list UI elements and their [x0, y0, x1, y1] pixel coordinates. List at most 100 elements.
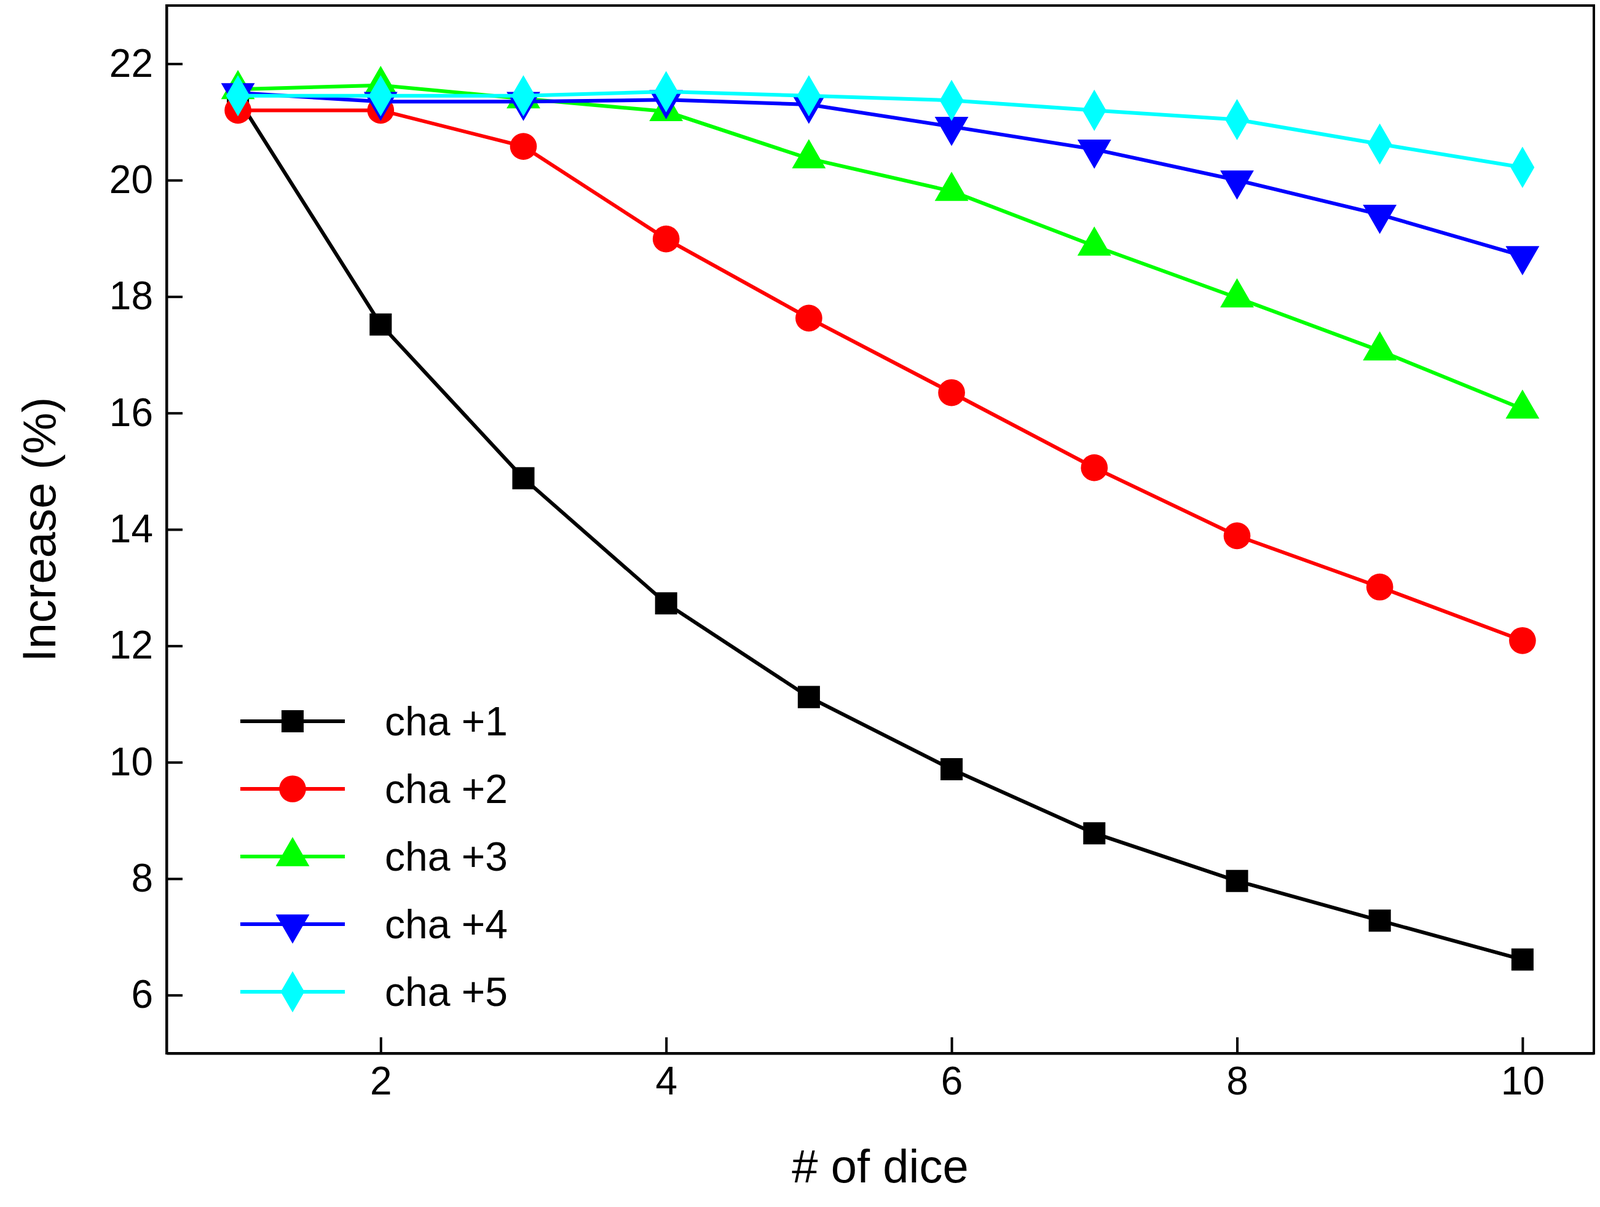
series-marker — [934, 116, 969, 146]
y-axis: 6810121416182022 — [109, 6, 183, 1054]
legend-marker — [275, 914, 310, 943]
y-tick-label: 6 — [130, 971, 154, 1017]
x-tick-line — [379, 1036, 383, 1053]
legend-label: cha +2 — [384, 765, 508, 812]
series-marker — [1077, 226, 1112, 256]
x-tick-line — [1521, 1036, 1524, 1053]
y-tick-label: 18 — [109, 273, 154, 318]
series-marker — [1225, 98, 1250, 141]
x-tick: 6 — [941, 1036, 964, 1103]
legend-item: cha +3 — [240, 833, 508, 879]
x-tick-line — [665, 1036, 668, 1053]
series-marker — [1366, 573, 1394, 601]
series-line — [237, 91, 1523, 168]
y-tick-line — [166, 528, 183, 532]
y-tick: 18 — [109, 273, 183, 318]
series-marker — [1505, 245, 1540, 275]
series-marker — [1225, 869, 1248, 892]
y-tick-label: 14 — [109, 506, 154, 551]
series-marker — [655, 591, 678, 615]
series-marker — [1510, 146, 1535, 189]
y-axis-title: Increase (%) — [12, 397, 66, 663]
plot: 2468106810121416182022cha +1cha +2cha +3… — [109, 5, 1595, 1103]
y-tick: 10 — [109, 739, 183, 784]
y-tick: 8 — [130, 855, 183, 900]
legend-item: cha +1 — [240, 698, 508, 744]
x-tick-label: 8 — [1226, 1058, 1249, 1103]
series-marker — [1082, 89, 1107, 131]
x-tick-line — [950, 1036, 954, 1053]
y-tick-line — [166, 760, 183, 764]
y-tick: 14 — [109, 506, 183, 551]
y-tick-line — [166, 993, 183, 997]
series — [226, 71, 1535, 189]
series-marker — [512, 467, 535, 490]
x-tick: 4 — [655, 1036, 678, 1103]
x-tick: 2 — [370, 1036, 393, 1103]
series — [224, 97, 1537, 655]
x-tick-label: 10 — [1501, 1058, 1545, 1103]
series-marker — [1083, 821, 1106, 844]
series-marker — [939, 79, 964, 122]
legend-marker — [280, 970, 305, 1012]
y-tick-label: 22 — [109, 41, 154, 86]
series-line — [237, 98, 1523, 959]
legend-marker — [281, 709, 304, 733]
series-marker — [654, 71, 678, 113]
series-marker — [1367, 123, 1392, 165]
legend-marker — [275, 836, 310, 866]
series-marker — [934, 171, 969, 201]
x-tick-label: 6 — [941, 1058, 964, 1103]
y-tick-label: 8 — [130, 855, 154, 900]
x-tick: 8 — [1226, 1036, 1249, 1103]
y-tick-line — [166, 62, 183, 66]
plot-frame — [166, 5, 1594, 1053]
series-marker — [797, 685, 820, 709]
x-tick-line — [1236, 1036, 1239, 1053]
series-marker — [937, 379, 966, 407]
series-line — [237, 92, 1523, 256]
series-marker — [940, 757, 963, 781]
chart: 2468106810121416182022cha +1cha +2cha +3… — [0, 0, 1600, 1207]
x-tick-label: 2 — [370, 1058, 393, 1103]
legend-label: cha +3 — [384, 833, 508, 879]
series-marker — [1362, 331, 1397, 361]
x-axis: 2 4 6 8 10 — [167, 1036, 1595, 1103]
y-tick: 6 — [130, 971, 183, 1017]
legend-item: cha +4 — [240, 901, 508, 947]
series-line — [237, 110, 1523, 640]
series-line — [237, 85, 1523, 409]
series-marker — [1509, 626, 1537, 655]
series-marker — [1220, 170, 1254, 200]
series-marker — [1223, 522, 1251, 550]
x-tick-label: 4 — [655, 1058, 678, 1103]
series — [226, 87, 1534, 970]
legend-item: cha +2 — [240, 765, 508, 812]
legend: cha +1 cha +2 cha +3 cha +4 cha +5 — [240, 698, 508, 1015]
series-marker — [795, 304, 823, 332]
series-marker — [226, 74, 251, 117]
series-marker — [1511, 948, 1534, 971]
series-marker — [797, 74, 822, 117]
series-marker — [1362, 204, 1397, 234]
series-marker — [511, 74, 536, 117]
y-tick: 22 — [109, 41, 183, 86]
series — [221, 65, 1540, 419]
series-marker — [368, 74, 393, 117]
y-tick-label: 20 — [109, 157, 154, 202]
legend-label: cha +5 — [384, 968, 508, 1015]
series-marker — [1080, 454, 1108, 482]
y-tick: 12 — [109, 622, 183, 667]
series — [221, 82, 1540, 276]
y-tick-line — [166, 877, 183, 881]
y-tick-line — [166, 179, 183, 182]
series-marker — [1505, 389, 1540, 418]
series-marker — [1220, 278, 1254, 308]
series-marker — [369, 313, 392, 336]
y-tick-line — [166, 295, 183, 299]
y-tick: 20 — [109, 157, 183, 202]
legend-label: cha +1 — [384, 698, 508, 744]
legend-item: cha +5 — [240, 968, 508, 1015]
y-tick-label: 10 — [109, 739, 154, 784]
series-marker — [792, 138, 827, 168]
